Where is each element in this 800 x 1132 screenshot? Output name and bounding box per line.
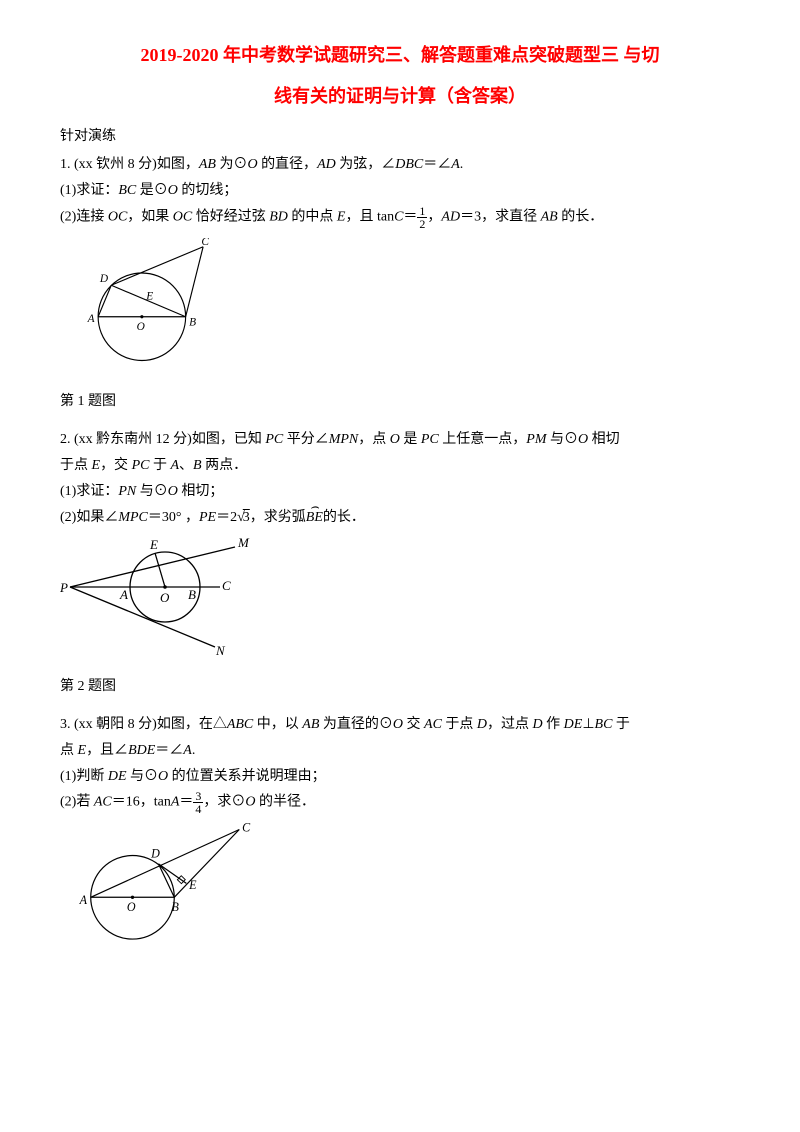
svg-text:B: B <box>172 901 180 915</box>
q3-stem-line1: 3. (xx 朝阳 8 分)如图，在△ABC 中，以 AB 为直径的⊙O 交 A… <box>60 713 740 737</box>
svg-text:D: D <box>150 847 160 861</box>
svg-text:B: B <box>188 587 196 602</box>
q3-part2: (2)若 AC＝16，tanA＝34，求⊙O 的半径． <box>60 790 740 815</box>
q2-part1: (1)求证：PN 与⊙O 相切； <box>60 480 740 504</box>
svg-text:C: C <box>242 823 251 834</box>
q3-figure: A B C D E O <box>60 823 740 962</box>
svg-text:A: A <box>79 893 88 907</box>
q2-figure-label: 第 2 题图 <box>60 675 740 699</box>
q2-stem-line2: 于点 E，交 PC 于 A、B 两点． <box>60 454 740 478</box>
svg-text:E: E <box>149 537 158 552</box>
svg-text:O: O <box>127 901 136 915</box>
svg-text:N: N <box>215 643 226 658</box>
q1-part1: (1)求证：BC 是⊙O 的切线； <box>60 179 740 203</box>
svg-text:A: A <box>119 587 128 602</box>
title-line-2: 线有关的证明与计算（含答案） <box>60 81 740 112</box>
q3-part1: (1)判断 DE 与⊙O 的位置关系并说明理由； <box>60 765 740 789</box>
svg-text:D: D <box>99 272 109 284</box>
svg-text:M: M <box>237 537 250 550</box>
q1-figure: A B C D E O <box>60 238 740 387</box>
q1-stem: 1. (xx 钦州 8 分)如图，AB 为⊙O 的直径，AD 为弦，∠DBC＝∠… <box>60 153 740 177</box>
title-line-1: 2019-2020 年中考数学试题研究三、解答题重难点突破题型三 与切 <box>60 40 740 71</box>
svg-text:O: O <box>137 320 145 332</box>
q1-figure-label: 第 1 题图 <box>60 390 740 414</box>
q2-part2: (2)如果∠MPC＝30° ，PE＝2√3，求劣弧BE的长． <box>60 506 740 530</box>
svg-text:C: C <box>201 238 209 248</box>
q3-stem-line2: 点 E，且∠BDE＝∠A. <box>60 739 740 763</box>
svg-text:E: E <box>145 290 153 302</box>
svg-text:P: P <box>60 580 68 595</box>
svg-text:E: E <box>188 878 197 892</box>
svg-text:C: C <box>222 578 231 593</box>
svg-text:B: B <box>189 316 196 328</box>
q2-stem-line1: 2. (xx 黔东南州 12 分)如图，已知 PC 平分∠MPN，点 O 是 P… <box>60 428 740 452</box>
svg-text:A: A <box>87 313 95 325</box>
section-heading: 针对演练 <box>60 125 740 149</box>
svg-text:O: O <box>160 590 170 605</box>
q1-part2: (2)连接 OC，如果 OC 恰好经过弦 BD 的中点 E，且 tanC＝12，… <box>60 205 740 230</box>
q2-figure: P M N E A B O C <box>60 537 740 671</box>
